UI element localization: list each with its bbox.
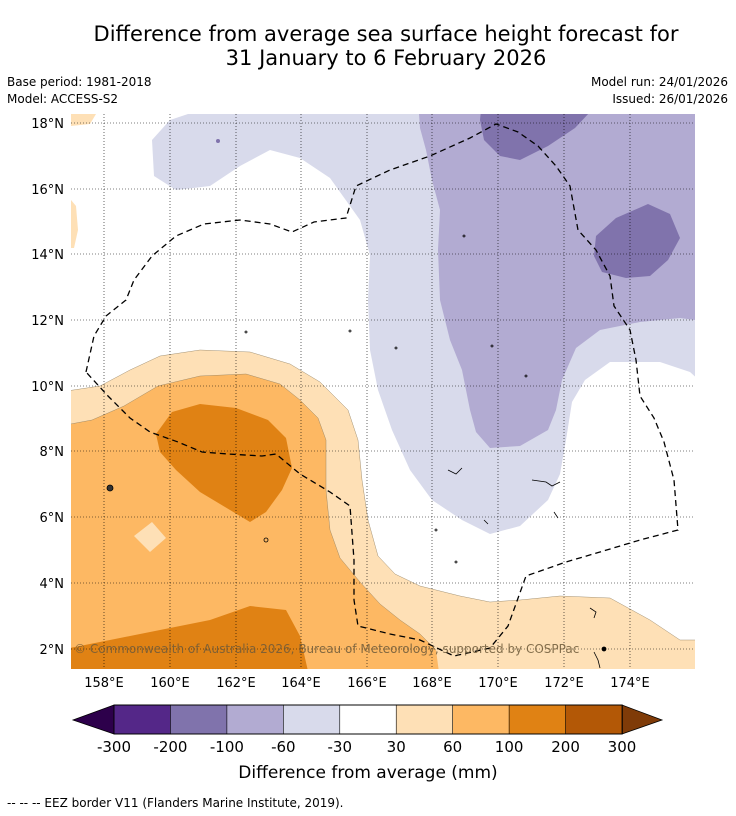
colorbar-segment (565, 704, 623, 735)
band-minus60-minus100 (419, 114, 695, 448)
colorbar-outline (71, 704, 664, 735)
band-minus100-minus200-north (480, 114, 589, 160)
graticule (71, 114, 695, 669)
longitude-label: 166°E (347, 676, 387, 691)
colorbar-tick-label: -100 (210, 738, 244, 756)
colorbar-segment (113, 704, 172, 735)
colorbar-tick-labels: -300 -200 -100 -60 -30 30 60 100 200 300 (97, 738, 636, 756)
longitude-label: 170°E (478, 676, 518, 691)
island-outlines (106, 139, 607, 669)
issued-date: Issued: 26/01/2026 (612, 92, 728, 106)
colorbar-segment (283, 704, 341, 735)
colorbar: -300 -200 -100 -60 -30 30 60 100 200 300 Differen… (71, 704, 664, 783)
colorbar-tick-label: -200 (153, 738, 187, 756)
colorbar-tick-label: -30 (328, 738, 353, 756)
colorbar-tick-label: 200 (551, 738, 580, 756)
latitude-label: 8°N (40, 445, 65, 460)
colorbar-low-extend (73, 705, 114, 734)
band-100-200-central (156, 404, 292, 522)
colorbar-tick-label: 300 (608, 738, 637, 756)
band-100-200-south (71, 606, 308, 669)
longitude-labels: 158°E 160°E 162°E 164°E 166°E 168°E 170°E 172°E… (84, 676, 650, 691)
colorbar-tick-label: -300 (97, 738, 131, 756)
latitude-label: 4°N (40, 577, 65, 592)
colorbar-high-extend (622, 705, 662, 734)
metadata-left: Base period: 1981-2018 Model: ACCESS-S2 (7, 74, 152, 108)
colorbar-segment (395, 704, 454, 735)
band-30-60-patch (134, 522, 166, 552)
colorbar-segment (452, 704, 510, 735)
latitude-label: 6°N (40, 511, 65, 526)
longitude-label: 168°E (412, 676, 452, 691)
title-line-2: 31 January to 6 February 2026 (225, 46, 547, 70)
latitude-label: 12°N (31, 314, 64, 329)
longitude-label: 160°E (150, 676, 190, 691)
base-period: Base period: 1981-2018 (7, 75, 152, 89)
latitude-label: 16°N (31, 183, 64, 198)
contour-lines (71, 349, 695, 651)
latitude-label: 10°N (31, 380, 64, 395)
eez-legend-note: -- -- -- EEZ border V11 (Flanders Marine… (7, 796, 344, 810)
latitude-labels: 18°N 16°N 14°N 12°N 10°N 8°N 6°N 4°N 2°N (31, 117, 64, 658)
colorbar-segments (113, 704, 623, 735)
colorbar-segment (226, 704, 285, 735)
band-minus100-minus200-east (594, 204, 680, 278)
colorbar-segment (508, 704, 567, 735)
model-name: Model: ACCESS-S2 (7, 92, 119, 106)
chart-title: Difference from average sea surface heig… (0, 22, 736, 70)
colorbar-tick-label: -60 (271, 738, 296, 756)
longitude-label: 174°E (610, 676, 650, 691)
longitude-label: 164°E (281, 676, 321, 691)
latitude-label: 14°N (31, 248, 64, 263)
title-line-1: Difference from average sea surface heig… (93, 22, 679, 46)
colorbar-tick-label: 100 (495, 738, 524, 756)
metadata-right: Model run: 24/01/2026 Issued: 26/01/2026 (591, 74, 728, 108)
band-30-60-edge (71, 200, 78, 248)
latitude-label: 2°N (40, 643, 65, 658)
latitude-label: 18°N (31, 117, 64, 132)
colorbar-segment (170, 704, 228, 735)
colorbar-segment (339, 704, 398, 735)
sea-surface-height-map: © Commonwealth of Australia 2026, Bureau… (71, 114, 695, 669)
longitude-label: 162°E (216, 676, 256, 691)
eez-border (85, 123, 679, 657)
colorbar-tick-label: 30 (387, 738, 406, 756)
copyright-watermark: © Commonwealth of Australia 2026, Bureau… (74, 642, 579, 656)
colorbar-title: Difference from average (mm) (238, 763, 497, 783)
colorbar-tick-label: 60 (443, 738, 462, 756)
longitude-label: 158°E (84, 676, 124, 691)
longitude-label: 172°E (544, 676, 584, 691)
model-run: Model run: 24/01/2026 (590, 75, 728, 89)
